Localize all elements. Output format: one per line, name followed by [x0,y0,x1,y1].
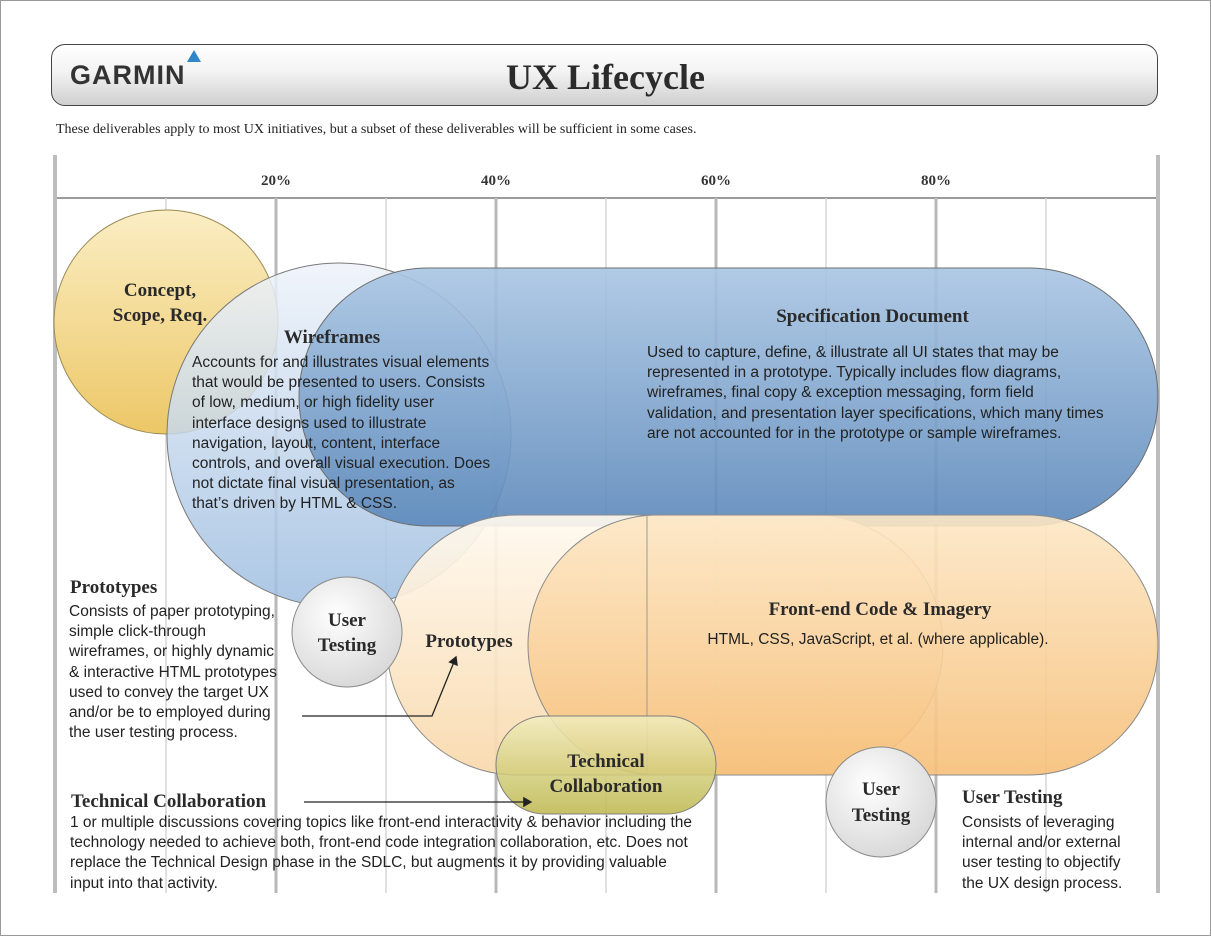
user-testing-note-title: User Testing [962,787,1063,808]
specification-title: Specification Document [776,306,969,327]
frontend-body: HTML, CSS, JavaScript, et al. (where app… [707,631,1049,648]
prototypes-label: Prototypes [425,631,513,652]
scale-tick-40: 40% [481,173,511,189]
technical-label: Technical Collaboration [549,751,663,797]
technical-note-title: Technical Collaboration [71,791,267,812]
technical-capsule [495,715,717,815]
garmin-logo: GARMIN [70,60,186,90]
prototypes-note-body: Consists of paper prototyping, simple cl… [69,603,277,742]
scale-tick-60: 60% [701,173,731,189]
page-subtitle: These deliverables apply to most UX init… [56,122,697,137]
scale-tick-20: 20% [261,173,291,189]
technical-note-body: 1 or multiple discussions covering topic… [70,814,693,892]
concept-label: Concept, Scope, Req. [112,280,208,326]
user-testing-label-1: User Testing [317,610,377,656]
header-bar [51,44,1158,106]
user-testing-bubble-1 [291,576,403,688]
prototypes-note-title: Prototypes [70,577,158,598]
page-title: UX Lifecycle [506,57,705,97]
scale-tick-80: 80% [921,173,951,189]
triangle-icon [187,50,201,62]
specification-body: Used to capture, define, & illustrate al… [647,344,1104,442]
frontend-title: Front-end Code & Imagery [768,599,992,620]
user-testing-bubble-2 [825,746,937,858]
prototypes-connector-arrow [302,655,458,717]
wireframes-body: Accounts for and illustrates visual elem… [192,354,491,513]
wireframes-title: Wireframes [283,327,381,348]
user-testing-note-body: Consists of leveraging internal and/or e… [962,814,1123,892]
user-testing-label-2: User Testing [851,779,911,826]
